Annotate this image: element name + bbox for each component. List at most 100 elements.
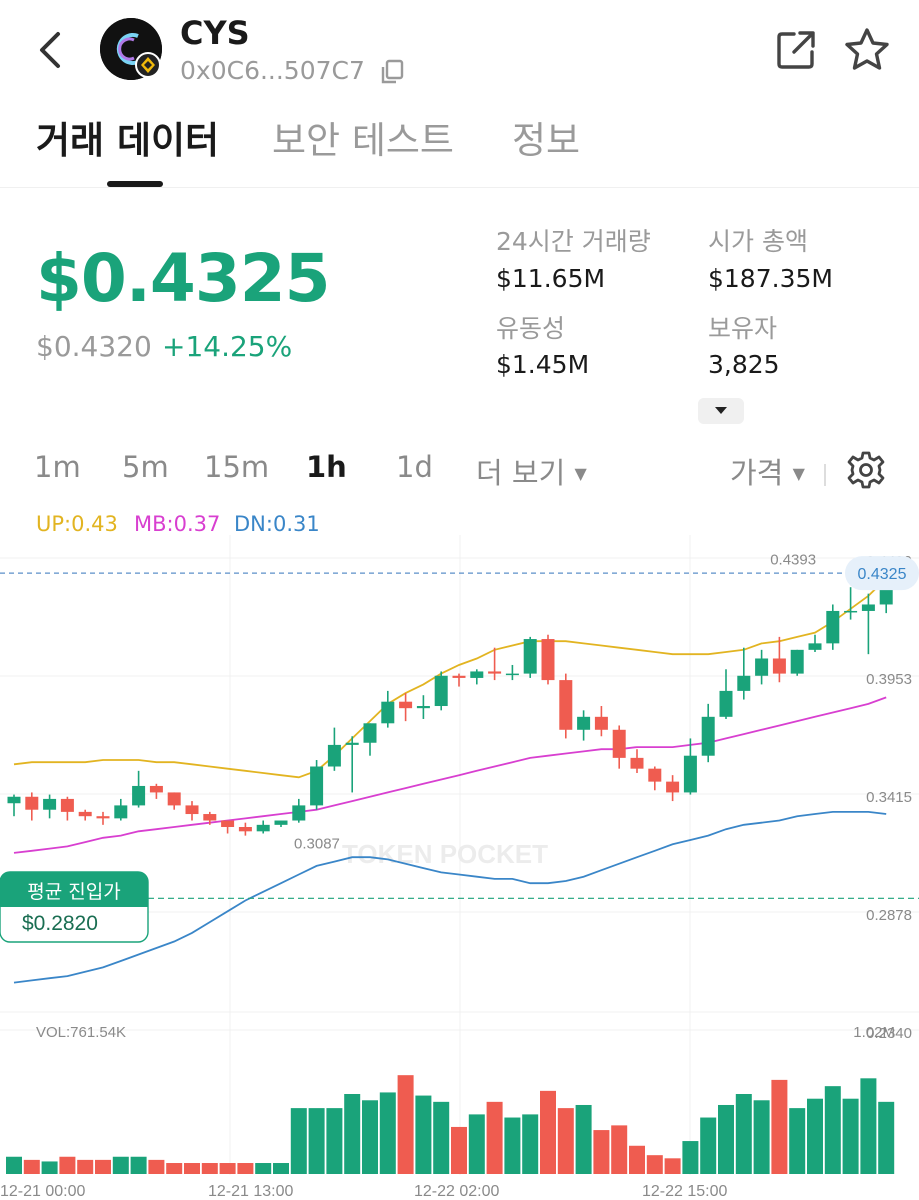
y-tick-label: 0.3415	[866, 789, 912, 806]
token-address: 0x0C6...507C7	[180, 56, 365, 85]
copy-icon[interactable]	[378, 58, 406, 86]
volume-bar	[646, 1155, 663, 1174]
volume-max-label: 1.02M	[853, 1024, 895, 1041]
volume-bar	[860, 1078, 877, 1174]
stat-volume-label: 24시간 거래량	[496, 227, 651, 256]
candle-body	[96, 816, 110, 819]
volume-bar	[6, 1156, 22, 1174]
volume-bar	[326, 1108, 343, 1174]
candle-body	[274, 820, 288, 825]
tab-security-test[interactable]: 보안 테스트	[272, 119, 454, 162]
volume-bar	[540, 1090, 556, 1174]
candle-body	[132, 785, 146, 806]
interval-1m[interactable]: 1m	[34, 450, 81, 484]
volume-bar	[789, 1108, 806, 1174]
volume-bar	[629, 1145, 645, 1174]
candle-body	[666, 781, 680, 793]
entry-price-title: 평균 진입가	[27, 881, 120, 903]
x-tick-label: 12-22 15:00	[642, 1183, 728, 1200]
candle-body	[488, 671, 502, 674]
volume-bar	[718, 1104, 734, 1174]
volume-bar	[41, 1161, 58, 1174]
watermark-text: TOKEN POCKET	[342, 839, 548, 869]
volume-bar	[184, 1163, 200, 1174]
token-logo-icon	[100, 18, 162, 80]
gear-icon[interactable]	[846, 450, 886, 490]
candle-body	[755, 658, 769, 676]
divider	[824, 464, 827, 486]
volume-bar	[237, 1163, 254, 1174]
volume-bar	[807, 1098, 823, 1174]
candle-body	[523, 639, 537, 674]
stat-volume-value: $11.65M	[496, 264, 606, 293]
interval-5m[interactable]: 5m	[122, 450, 169, 484]
stat-market-cap-label: 시가 총액	[708, 227, 808, 256]
x-tick-label: 12-22 02:00	[414, 1183, 500, 1200]
volume-bar	[878, 1101, 895, 1174]
candle-body	[719, 690, 733, 717]
volume-bar	[753, 1100, 770, 1174]
volume-bar	[23, 1159, 40, 1174]
boll-up-line	[13, 577, 887, 779]
more-intervals-dropdown[interactable]: 더 보기 ▼	[476, 450, 587, 492]
price-chart[interactable]: TOKEN POCKET0.44090.39530.34150.28780.23…	[0, 535, 919, 1200]
candle-body	[577, 716, 591, 730]
candle-body	[701, 716, 715, 756]
y-tick-label: 0.2878	[866, 907, 912, 924]
caret-down-icon	[715, 407, 727, 414]
volume-bar	[824, 1086, 841, 1174]
candle-body	[737, 675, 751, 691]
candle-body	[327, 744, 341, 767]
volume-bar	[273, 1163, 289, 1174]
boll-mb-line	[13, 696, 887, 854]
candle-body	[292, 805, 306, 821]
volume-bar	[664, 1158, 681, 1174]
candle-body	[790, 649, 804, 674]
candle-body	[114, 805, 128, 819]
candle-body	[844, 610, 858, 613]
interval-1h[interactable]: 1h	[306, 450, 347, 484]
caret-down-icon: ▼	[574, 464, 587, 483]
volume-bar	[433, 1101, 450, 1174]
candle-body	[221, 820, 235, 828]
current-price: $0.4325	[36, 240, 331, 317]
candle-body	[559, 680, 573, 730]
candle-body	[630, 757, 644, 769]
volume-bar	[415, 1095, 432, 1174]
candle-body	[399, 701, 413, 709]
interval-15m[interactable]: 15m	[204, 450, 270, 484]
volume-bar	[575, 1104, 592, 1174]
reference-price: $0.4320	[36, 330, 152, 363]
volume-bar	[771, 1079, 788, 1174]
high-price-label: 0.4393	[770, 551, 816, 568]
candle-body	[345, 742, 359, 745]
candle-body	[505, 673, 519, 676]
entry-price-badge-header	[0, 872, 148, 907]
tab-trade-data[interactable]: 거래 데이터	[36, 119, 220, 162]
candle-body	[808, 643, 822, 650]
tab-info[interactable]: 정보	[512, 119, 581, 162]
volume-bar	[486, 1101, 503, 1174]
current-price-label: 0.4325	[858, 566, 907, 583]
more-label: 더 보기	[476, 456, 566, 490]
volume-bar	[166, 1163, 183, 1174]
volume-bar	[379, 1092, 396, 1174]
volume-bar	[95, 1159, 111, 1174]
price-type-dropdown[interactable]: 가격 ▼	[730, 450, 827, 492]
candle-body	[683, 755, 697, 793]
share-icon[interactable]	[774, 28, 818, 72]
candle-body	[434, 675, 448, 707]
candle-body	[7, 796, 21, 804]
candle-body	[470, 671, 484, 678]
expand-stats-button[interactable]	[698, 398, 744, 424]
candle-body	[594, 716, 608, 730]
header: CYS 0x0C6...507C7	[0, 0, 919, 100]
star-icon[interactable]	[842, 26, 892, 74]
volume-bar	[842, 1098, 859, 1174]
price-type-label: 가격	[730, 456, 784, 490]
volume-bar	[255, 1163, 272, 1174]
chevron-left-icon[interactable]	[30, 28, 70, 72]
interval-1d[interactable]: 1d	[396, 450, 433, 484]
stat-market-cap-value: $187.35M	[708, 264, 833, 293]
caret-down-icon: ▼	[792, 464, 805, 483]
